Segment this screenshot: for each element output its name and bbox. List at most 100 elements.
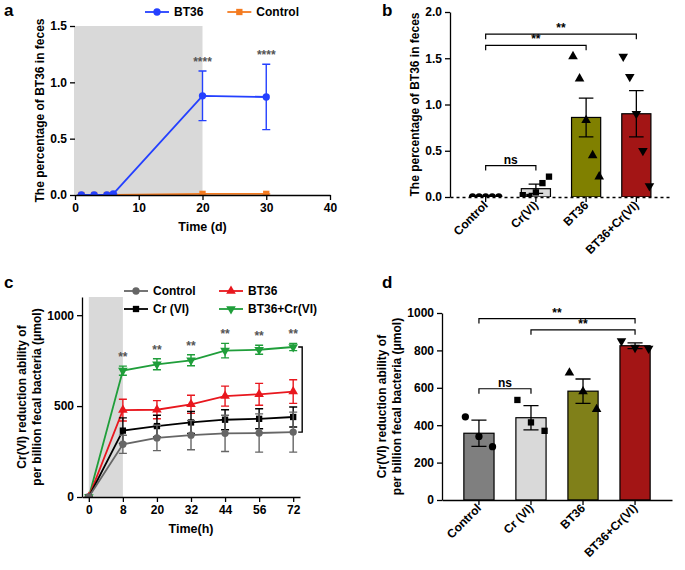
tick-mark [445, 151, 450, 152]
tick: BT36 [557, 500, 588, 532]
significance-bracket [298, 347, 302, 432]
point [255, 429, 262, 436]
error-bar [221, 415, 229, 451]
error-bar [153, 359, 161, 370]
tick-label: 0 [427, 493, 434, 507]
point [618, 54, 628, 62]
tick: 600 [414, 381, 442, 395]
x-axis: ControlCr (VI)BT36BT36+Cr(VI) [443, 500, 673, 560]
tick-label: 200 [414, 456, 434, 470]
error-bar [289, 412, 297, 452]
tick: 500 [54, 399, 82, 413]
x-axis-title: Time (d) [178, 220, 226, 234]
tick-label: 1000 [47, 309, 74, 323]
point [254, 347, 264, 355]
shaded-period [89, 297, 123, 497]
tick-label: BT36+Cr(VI) [583, 198, 642, 257]
annotation: **** [193, 55, 212, 69]
legend-label: Cr (VI) [153, 302, 189, 316]
tick-mark [437, 350, 442, 351]
tick: 32 [185, 497, 199, 517]
series-line [89, 392, 293, 497]
tick-mark [139, 195, 140, 200]
tick-label: 800 [414, 344, 434, 358]
x-axis: 010203040 [72, 195, 337, 215]
bar [620, 346, 650, 500]
point [288, 344, 298, 352]
tick: 44 [219, 497, 233, 517]
legend-item: Cr (VI) [124, 302, 189, 316]
tick-label: 10 [133, 201, 147, 215]
point [91, 192, 97, 195]
tick-label: 8 [120, 503, 127, 517]
point [592, 404, 602, 412]
tick-label: 1.0 [50, 76, 67, 90]
point [578, 386, 588, 394]
tick-mark [530, 500, 531, 505]
series-line [89, 347, 293, 497]
error-bar [575, 379, 590, 403]
tick: 1.5 [50, 19, 75, 33]
tick-label: 2.0 [425, 5, 442, 19]
shaded-period [75, 26, 203, 195]
plot-area [84, 297, 298, 497]
point [153, 434, 160, 441]
tick: 20 [196, 195, 210, 215]
axis-line [442, 314, 443, 501]
plot-area [462, 338, 654, 500]
tick-mark [437, 462, 442, 463]
tick-mark [445, 12, 450, 13]
tick-label: Control [444, 501, 484, 541]
tick-label: 44 [219, 503, 233, 517]
error-bar [187, 395, 195, 413]
error-bar [119, 435, 127, 453]
point [581, 115, 591, 123]
point [221, 430, 228, 437]
annotation: ** [254, 329, 264, 343]
point [254, 389, 264, 397]
point [526, 194, 532, 197]
tick-label: 0 [86, 503, 93, 517]
point [520, 192, 526, 197]
tick-label: 1.5 [425, 52, 442, 66]
tick: BT36+Cr(VI) [583, 197, 642, 257]
tick-label: Cr (VI) [501, 501, 536, 536]
tick-label: 400 [414, 419, 434, 433]
point [84, 494, 94, 497]
y-axis: 0.00.51.01.5 [50, 19, 75, 202]
error-bar [153, 425, 161, 450]
point [120, 427, 126, 433]
tick-mark [445, 58, 450, 59]
point [632, 111, 642, 119]
tick: 800 [414, 344, 442, 358]
tick-label: 0.5 [50, 132, 67, 146]
tick-mark [191, 497, 192, 502]
point [103, 191, 110, 195]
point [495, 193, 502, 197]
y-axis-title: The percentage of BT36 in feces [33, 18, 47, 202]
tick: 0.0 [425, 190, 450, 204]
tick: 40 [324, 195, 338, 215]
significance-label: ** [552, 306, 562, 320]
error-bar [199, 71, 207, 121]
tick: 0 [427, 493, 442, 507]
point [152, 404, 162, 412]
tick: Cr (VI) [501, 500, 536, 537]
point [482, 193, 489, 197]
panel-label: a [4, 1, 14, 20]
x-axis: ControlCr(VI)BT36BT36+Cr(VI) [451, 197, 673, 257]
tick-mark [585, 197, 586, 202]
point [78, 191, 85, 195]
tick-label: BT36 [557, 501, 588, 532]
point [119, 441, 126, 448]
y-axis: 0 200 400 600 800 1000 [407, 306, 442, 507]
point [78, 192, 84, 195]
point [588, 150, 598, 158]
figure: 0.00.51.01.5The percentage of BT36 in fe… [0, 0, 685, 570]
significance-label: ns [504, 153, 518, 167]
tick-mark [77, 497, 82, 498]
tick-label: 1000 [407, 306, 434, 320]
tick-label: BT36 [561, 198, 592, 229]
annotation: ** [186, 339, 196, 353]
point [565, 367, 575, 375]
